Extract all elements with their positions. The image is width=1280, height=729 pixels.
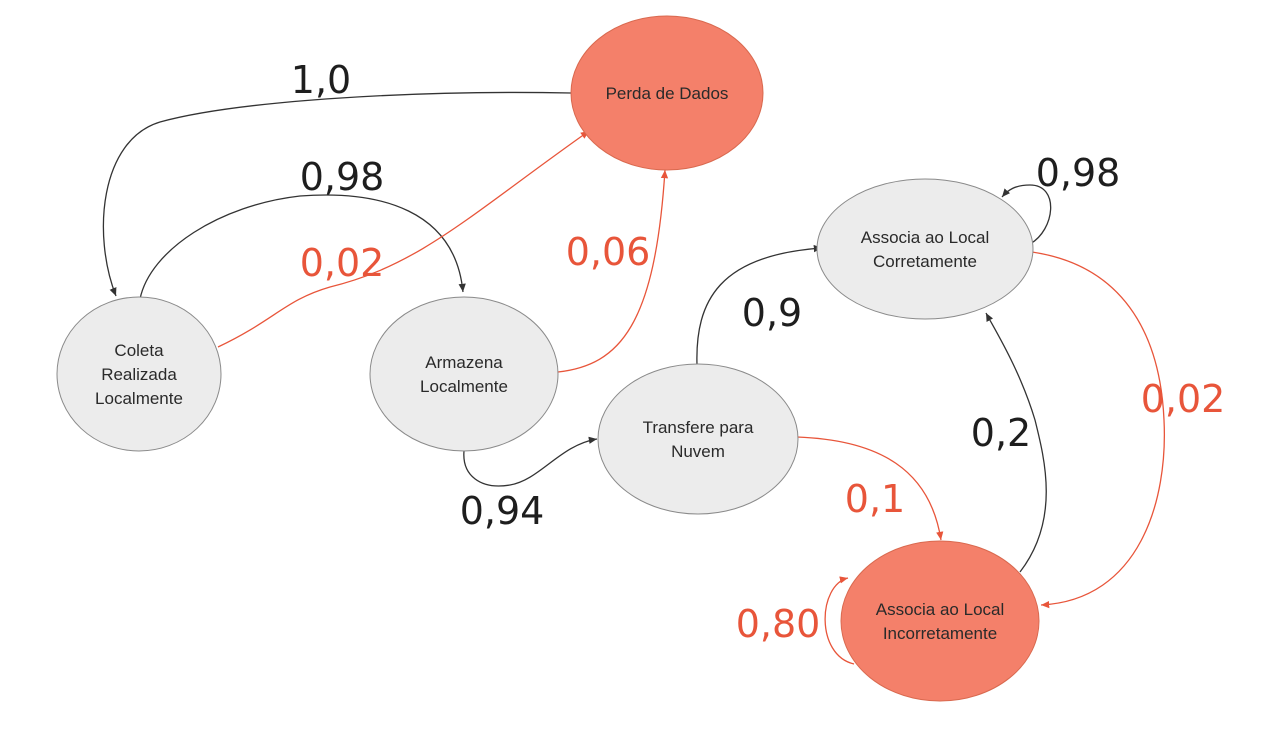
edge-label-correto-incorreto: 0,02 [1141,377,1226,421]
node-label-coleta-2: Localmente [95,389,183,408]
edge-label-perda-coleta: 1,0 [291,58,351,102]
edge-label-transfere-correto: 0,9 [742,291,802,335]
node-label-transfere-0: Transfere para [643,418,754,437]
edge-label-incorreto-self: 0,80 [736,602,821,646]
edge-label-armazena-transfere: 0,94 [460,489,545,533]
node-label-armazena-1: Localmente [420,377,508,396]
edge-incorreto-correto [985,312,1047,573]
node-perda: Perda de Dados [570,15,764,171]
node-label-perda-0: Perda de Dados [606,84,729,103]
edge-coleta-armazena [139,194,466,300]
edge-label-incorreto-correto: 0,2 [971,411,1031,455]
node-label-incorreto-1: Incorretamente [883,624,997,643]
node-shape-correto [816,178,1034,320]
node-label-transfere-1: Nuvem [671,442,725,461]
edge-label-correto-self: 0,98 [1036,151,1121,195]
edges-layer [102,91,1166,665]
node-label-correto-0: Associa ao Local [861,228,990,247]
node-label-correto-1: Corretamente [873,252,977,271]
node-label-coleta-0: Coleta [114,341,164,360]
edge-transfere-correto [696,244,823,366]
edge-correto-self [1001,184,1052,245]
edge-incorreto-self [824,576,855,665]
edge-label-armazena-perda: 0,06 [566,230,651,274]
edge-correto-incorreto [1031,251,1166,609]
node-shape-coleta [56,296,222,452]
edge-armazena-transfere [463,436,598,487]
edge-coleta-perda [217,130,590,348]
edge-labels-layer: 0,98 0,02 1,0 0,06 0,94 0,9 0,1 0,98 0,02 0,2 0,80 [291,58,1226,646]
node-shape-incorreto [840,540,1040,702]
node-shape-perda [570,15,764,171]
node-label-coleta-1: Realizada [101,365,177,384]
node-shape-armazena [369,296,559,452]
edge-armazena-perda [557,169,669,373]
node-label-incorreto-0: Associa ao Local [876,600,1005,619]
node-coleta: Coleta Realizada Localmente [56,296,222,452]
edge-perda-coleta [102,91,572,297]
edge-label-coleta-armazena: 0,98 [300,155,385,199]
node-correto: Associa ao Local Corretamente [816,178,1034,320]
edge-label-coleta-perda: 0,02 [300,241,385,285]
edge-transfere-incorreto [796,436,944,541]
node-transfere: Transfere para Nuvem [597,363,799,515]
node-shape-transfere [597,363,799,515]
node-armazena: Armazena Localmente [369,296,559,452]
node-incorreto: Associa ao Local Incorretamente [840,540,1040,702]
nodes-layer: Perda de DadosColetaRealizadaLocalmenteA… [56,15,1040,702]
node-label-armazena-0: Armazena [425,353,503,372]
edge-label-transfere-incorreto: 0,1 [845,477,905,521]
